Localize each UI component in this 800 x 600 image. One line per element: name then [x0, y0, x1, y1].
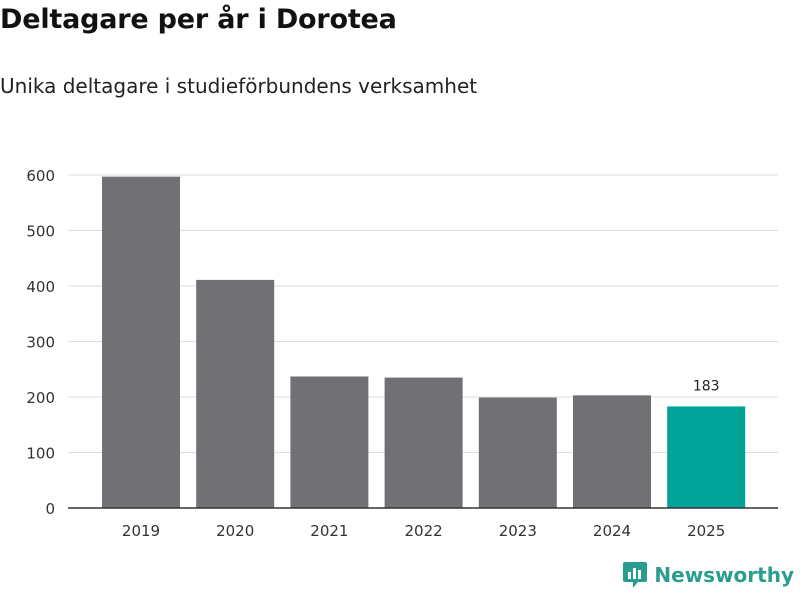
bar [667, 406, 746, 508]
x-tick-label: 2019 [122, 522, 160, 540]
y-tick-label: 0 [45, 500, 55, 518]
x-tick-label: 2025 [687, 522, 725, 540]
y-tick-label: 300 [26, 334, 55, 352]
brand-name: Newsworthy [654, 563, 794, 587]
newsworthy-icon [623, 562, 648, 588]
y-tick-label: 500 [26, 223, 55, 241]
x-tick-label: 2020 [216, 522, 254, 540]
bar [290, 376, 369, 508]
chart-title: Deltagare per år i Dorotea [0, 4, 397, 35]
x-tick-label: 2021 [310, 522, 348, 540]
y-tick-label: 100 [26, 445, 55, 463]
chart-subtitle: Unika deltagare i studieförbundens verks… [0, 74, 478, 98]
y-tick-label: 200 [26, 389, 55, 407]
x-tick-label: 2024 [593, 522, 631, 540]
y-tick-label: 400 [26, 278, 55, 296]
x-tick-label: 2022 [405, 522, 443, 540]
y-tick-label: 600 [26, 167, 55, 185]
bar [102, 176, 180, 509]
x-tick-label: 2023 [499, 522, 537, 540]
data-label: 183 [693, 378, 720, 394]
brand-logo: Newsworthy [622, 560, 794, 590]
bar [196, 279, 275, 508]
bar [478, 397, 557, 508]
bar [384, 377, 463, 508]
bar [573, 395, 651, 508]
